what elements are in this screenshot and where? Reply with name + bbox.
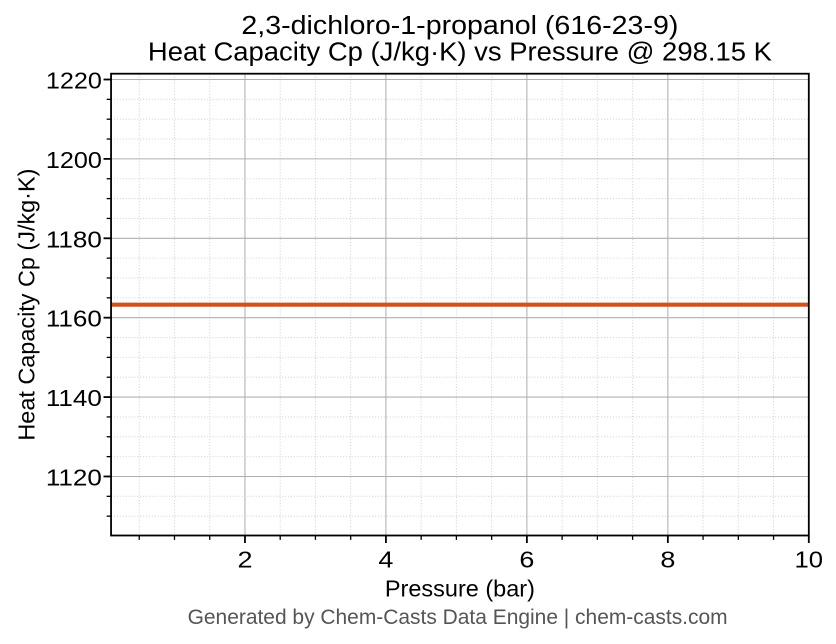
svg-text:Generated by Chem-Casts Data E: Generated by Chem-Casts Data Engine | ch… [188, 606, 728, 629]
svg-text:Heat Capacity Cp (J/kg·K) vs P: Heat Capacity Cp (J/kg·K) vs Pressure @ … [148, 36, 772, 66]
svg-text:Pressure (bar): Pressure (bar) [385, 575, 535, 601]
svg-text:2: 2 [237, 546, 252, 572]
svg-text:10: 10 [795, 546, 824, 572]
svg-text:8: 8 [660, 546, 675, 572]
svg-text:1140: 1140 [46, 385, 102, 411]
svg-text:1160: 1160 [46, 306, 102, 332]
svg-text:1200: 1200 [46, 147, 102, 173]
svg-text:1180: 1180 [46, 226, 102, 252]
svg-text:2,3-dichloro-1-propanol (616-2: 2,3-dichloro-1-propanol (616-23-9) [241, 10, 678, 40]
svg-text:6: 6 [519, 546, 534, 572]
svg-text:Heat Capacity Cp (J/kg·K): Heat Capacity Cp (J/kg·K) [13, 169, 39, 441]
svg-text:1120: 1120 [46, 464, 102, 490]
svg-text:1220: 1220 [46, 68, 102, 94]
svg-text:4: 4 [378, 546, 393, 572]
